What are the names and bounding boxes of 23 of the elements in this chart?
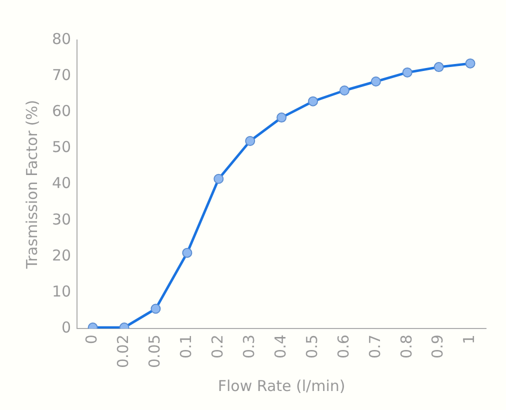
x-tick-label: 0.6 xyxy=(334,334,352,358)
x-tick-label: 0.02 xyxy=(114,334,132,368)
x-tick-label: 0.7 xyxy=(366,334,384,358)
x-tick-label: 0.2 xyxy=(208,334,227,358)
y-tick-label: 80 xyxy=(52,30,72,48)
x-tick-label: 1 xyxy=(460,334,478,344)
x-tick-label: 0.9 xyxy=(428,334,447,358)
y-tick-label: 70 xyxy=(52,66,72,84)
y-tick-label: 20 xyxy=(52,246,72,264)
x-tick-label: 0.3 xyxy=(240,334,258,358)
y-tick-label: 30 xyxy=(52,210,72,228)
x-axis-title: Flow Rate (l/min) xyxy=(218,376,346,395)
x-tick-label: 0 xyxy=(82,334,101,344)
x-tick-label: 0.8 xyxy=(397,334,416,358)
y-axis-title: Trasmission Factor (%) xyxy=(22,100,41,270)
y-tick-label: 40 xyxy=(52,174,72,192)
y-tick-label: 60 xyxy=(52,102,72,120)
x-tick-label: 0.05 xyxy=(146,334,164,368)
x-tick-label: 0.4 xyxy=(271,334,290,358)
y-tick-label: 50 xyxy=(52,138,72,156)
x-tick-label: 0.5 xyxy=(302,334,321,358)
x-tick-label: 0.1 xyxy=(177,334,196,358)
y-tick-label: 10 xyxy=(52,282,72,300)
